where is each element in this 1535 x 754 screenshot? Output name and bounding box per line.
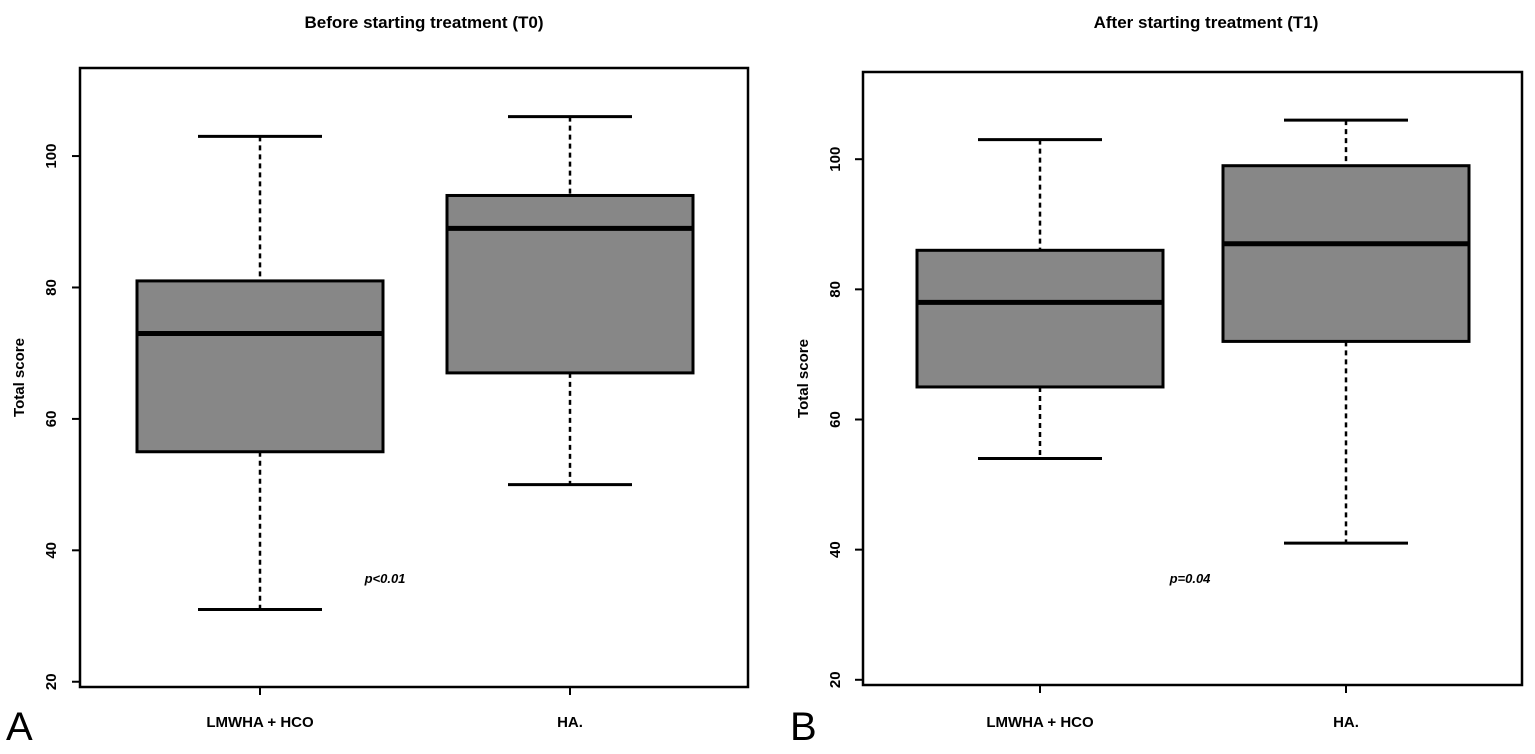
y-tick-label: 20 bbox=[827, 671, 844, 688]
y-tick-label: 60 bbox=[827, 411, 844, 428]
x-category-label: HA. bbox=[557, 714, 583, 731]
x-category-label: LMWHA + HCO bbox=[206, 714, 314, 731]
chart-title: Before starting treatment (T0) bbox=[305, 13, 544, 32]
y-tick-label: 100 bbox=[43, 144, 60, 169]
panel-label: B bbox=[790, 705, 817, 749]
p-value-annotation: p=0.04 bbox=[1169, 571, 1212, 586]
y-axis-label: Total score bbox=[11, 338, 28, 417]
panel-label: A bbox=[6, 705, 33, 749]
y-tick-label: 40 bbox=[827, 541, 844, 558]
y-tick-label: 20 bbox=[43, 673, 60, 690]
chart-title: After starting treatment (T1) bbox=[1094, 13, 1319, 32]
x-category-label: LMWHA + HCO bbox=[986, 714, 1094, 731]
x-category-label: HA. bbox=[1333, 714, 1359, 731]
p-value-annotation: p<0.01 bbox=[364, 571, 406, 586]
panel-b: After starting treatment (T1) 20 40 60 80 100… bbox=[790, 13, 1524, 749]
plot-frame bbox=[861, 70, 1524, 687]
panel-a: Before starting treatment (T0) 20 40 60 80 10… bbox=[6, 13, 750, 749]
box-lmwha-hco: LMWHA + HCO bbox=[135, 134, 385, 731]
iqr-box bbox=[445, 193, 695, 375]
box-ha: HA. bbox=[1221, 118, 1471, 731]
iqr-box bbox=[915, 248, 1165, 389]
iqr-box bbox=[1221, 164, 1471, 343]
y-tick-label: 80 bbox=[43, 279, 60, 296]
y-tick-label: 100 bbox=[827, 147, 844, 172]
y-tick-label: 60 bbox=[43, 411, 60, 428]
box-ha: HA. bbox=[445, 115, 695, 731]
y-axis-label: Total score bbox=[795, 339, 812, 418]
y-tick-label: 40 bbox=[43, 542, 60, 559]
plot-frame bbox=[78, 66, 750, 689]
box-lmwha-hco: LMWHA + HCO bbox=[915, 138, 1165, 731]
iqr-box bbox=[135, 279, 385, 454]
y-tick-label: 80 bbox=[827, 281, 844, 298]
